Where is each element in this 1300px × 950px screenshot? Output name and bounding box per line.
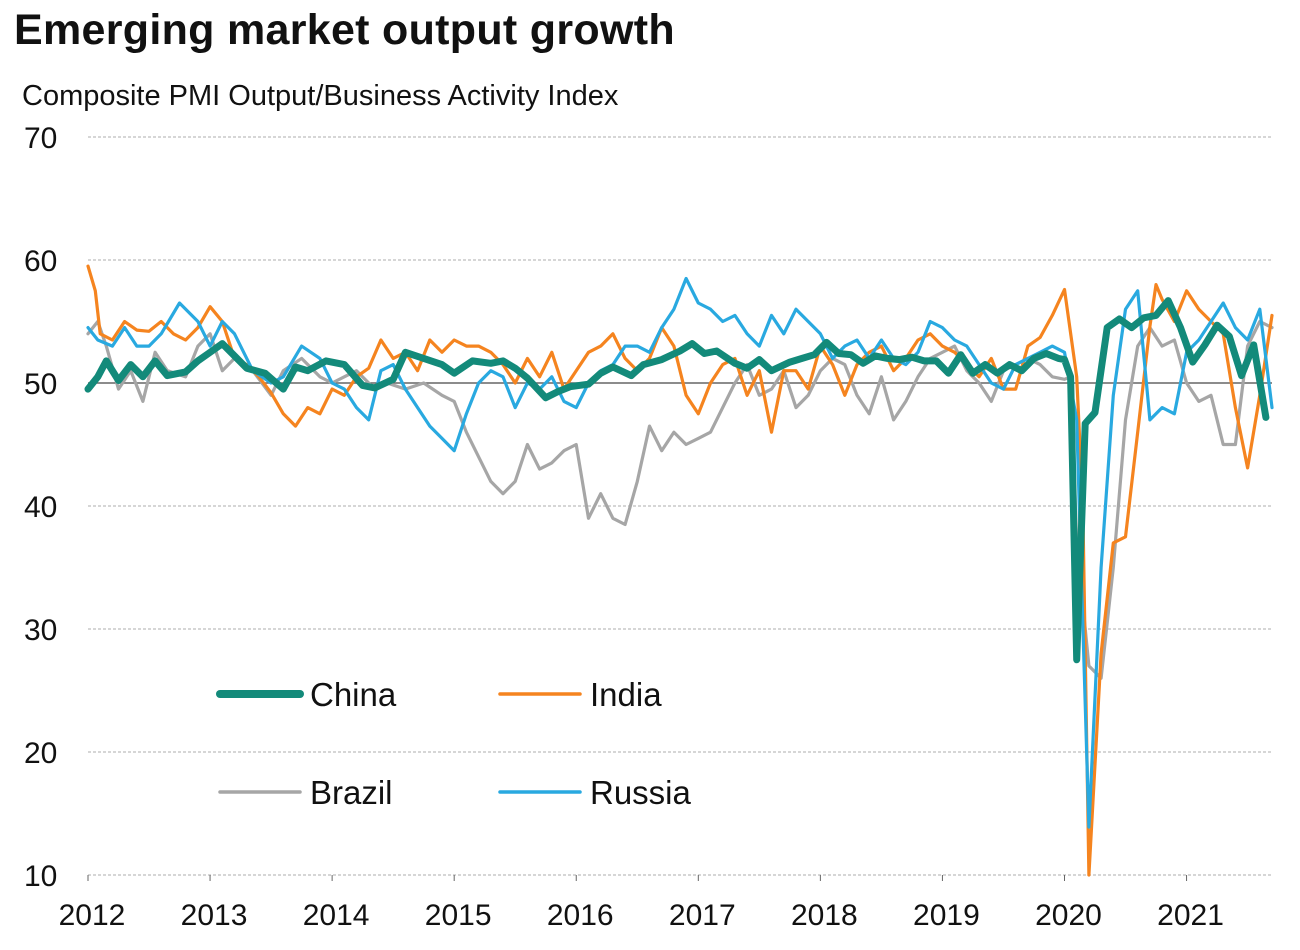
x-tick-label: 2013 xyxy=(181,899,248,932)
x-tick-label: 2018 xyxy=(791,899,858,932)
y-axis-ticks: 70 60 50 40 30 20 10 xyxy=(24,122,57,893)
series-line-china xyxy=(84,297,1270,664)
x-tick-label: 2014 xyxy=(303,899,370,932)
series-line-india xyxy=(86,264,1274,877)
series-lines xyxy=(84,264,1274,877)
chart-title: Emerging market output growth xyxy=(14,6,675,54)
y-tick-label: 20 xyxy=(24,737,57,770)
x-tick-label: 2015 xyxy=(425,899,492,932)
x-tick-label: 2012 xyxy=(59,899,126,932)
y-tick-label: 10 xyxy=(24,860,57,893)
legend-label-india: India xyxy=(590,676,662,713)
y-tick-label: 50 xyxy=(24,368,57,401)
x-tick-label: 2020 xyxy=(1035,899,1102,932)
y-tick-label: 60 xyxy=(24,245,57,278)
y-tick-label: 40 xyxy=(24,491,57,524)
x-tick-label: 2016 xyxy=(547,899,614,932)
legend-label-china: China xyxy=(310,676,397,713)
series-line-russia xyxy=(86,276,1274,829)
legend: China India Brazil Russia xyxy=(216,676,692,811)
x-axis-ticks: 2012 2013 2014 2015 2016 2017 2018 2019 2020 2021 xyxy=(59,875,1224,932)
legend-label-russia: Russia xyxy=(590,774,692,811)
x-tick-label: 2019 xyxy=(913,899,980,932)
x-tick-label: 2017 xyxy=(669,899,736,932)
x-tick-label: 2021 xyxy=(1157,899,1224,932)
y-tick-label: 30 xyxy=(24,614,57,647)
y-tick-label: 70 xyxy=(24,122,57,155)
legend-label-brazil: Brazil xyxy=(310,774,393,811)
chart-subtitle: Composite PMI Output/Business Activity I… xyxy=(22,80,619,112)
